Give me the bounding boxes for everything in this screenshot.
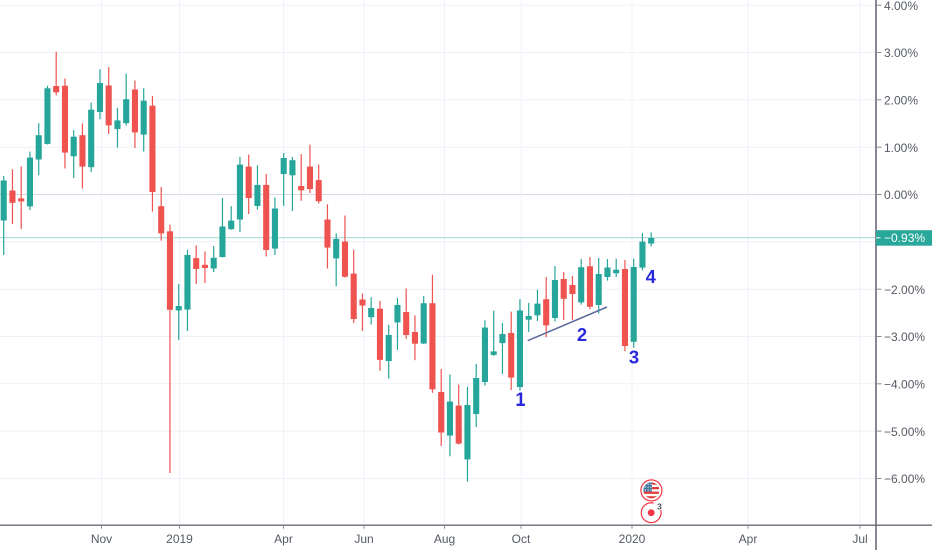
- svg-text:Apr: Apr: [739, 532, 758, 546]
- svg-text:0.00%: 0.00%: [884, 188, 918, 202]
- svg-text:−0.93%: −0.93%: [884, 231, 925, 245]
- svg-text:−6.00%: −6.00%: [884, 472, 925, 486]
- svg-text:Jul: Jul: [852, 532, 867, 546]
- svg-text:2019: 2019: [166, 532, 193, 546]
- svg-text:2020: 2020: [619, 532, 646, 546]
- svg-text:−2.00%: −2.00%: [884, 283, 925, 297]
- svg-text:3: 3: [629, 347, 639, 368]
- svg-text:−3.00%: −3.00%: [884, 330, 925, 344]
- svg-text:Nov: Nov: [91, 532, 112, 546]
- svg-text:Aug: Aug: [434, 532, 455, 546]
- svg-text:Oct: Oct: [512, 532, 531, 546]
- svg-text:3.00%: 3.00%: [884, 46, 918, 60]
- svg-text:−5.00%: −5.00%: [884, 425, 925, 439]
- svg-text:Apr: Apr: [274, 532, 293, 546]
- svg-text:2: 2: [577, 324, 587, 345]
- svg-text:1: 1: [515, 389, 525, 410]
- svg-text:Jun: Jun: [354, 532, 373, 546]
- svg-text:−4.00%: −4.00%: [884, 377, 925, 391]
- svg-text:2.00%: 2.00%: [884, 93, 918, 107]
- svg-text:3: 3: [657, 501, 662, 511]
- svg-text:4.00%: 4.00%: [884, 0, 918, 13]
- svg-text:1.00%: 1.00%: [884, 141, 918, 155]
- svg-text:4: 4: [646, 266, 657, 287]
